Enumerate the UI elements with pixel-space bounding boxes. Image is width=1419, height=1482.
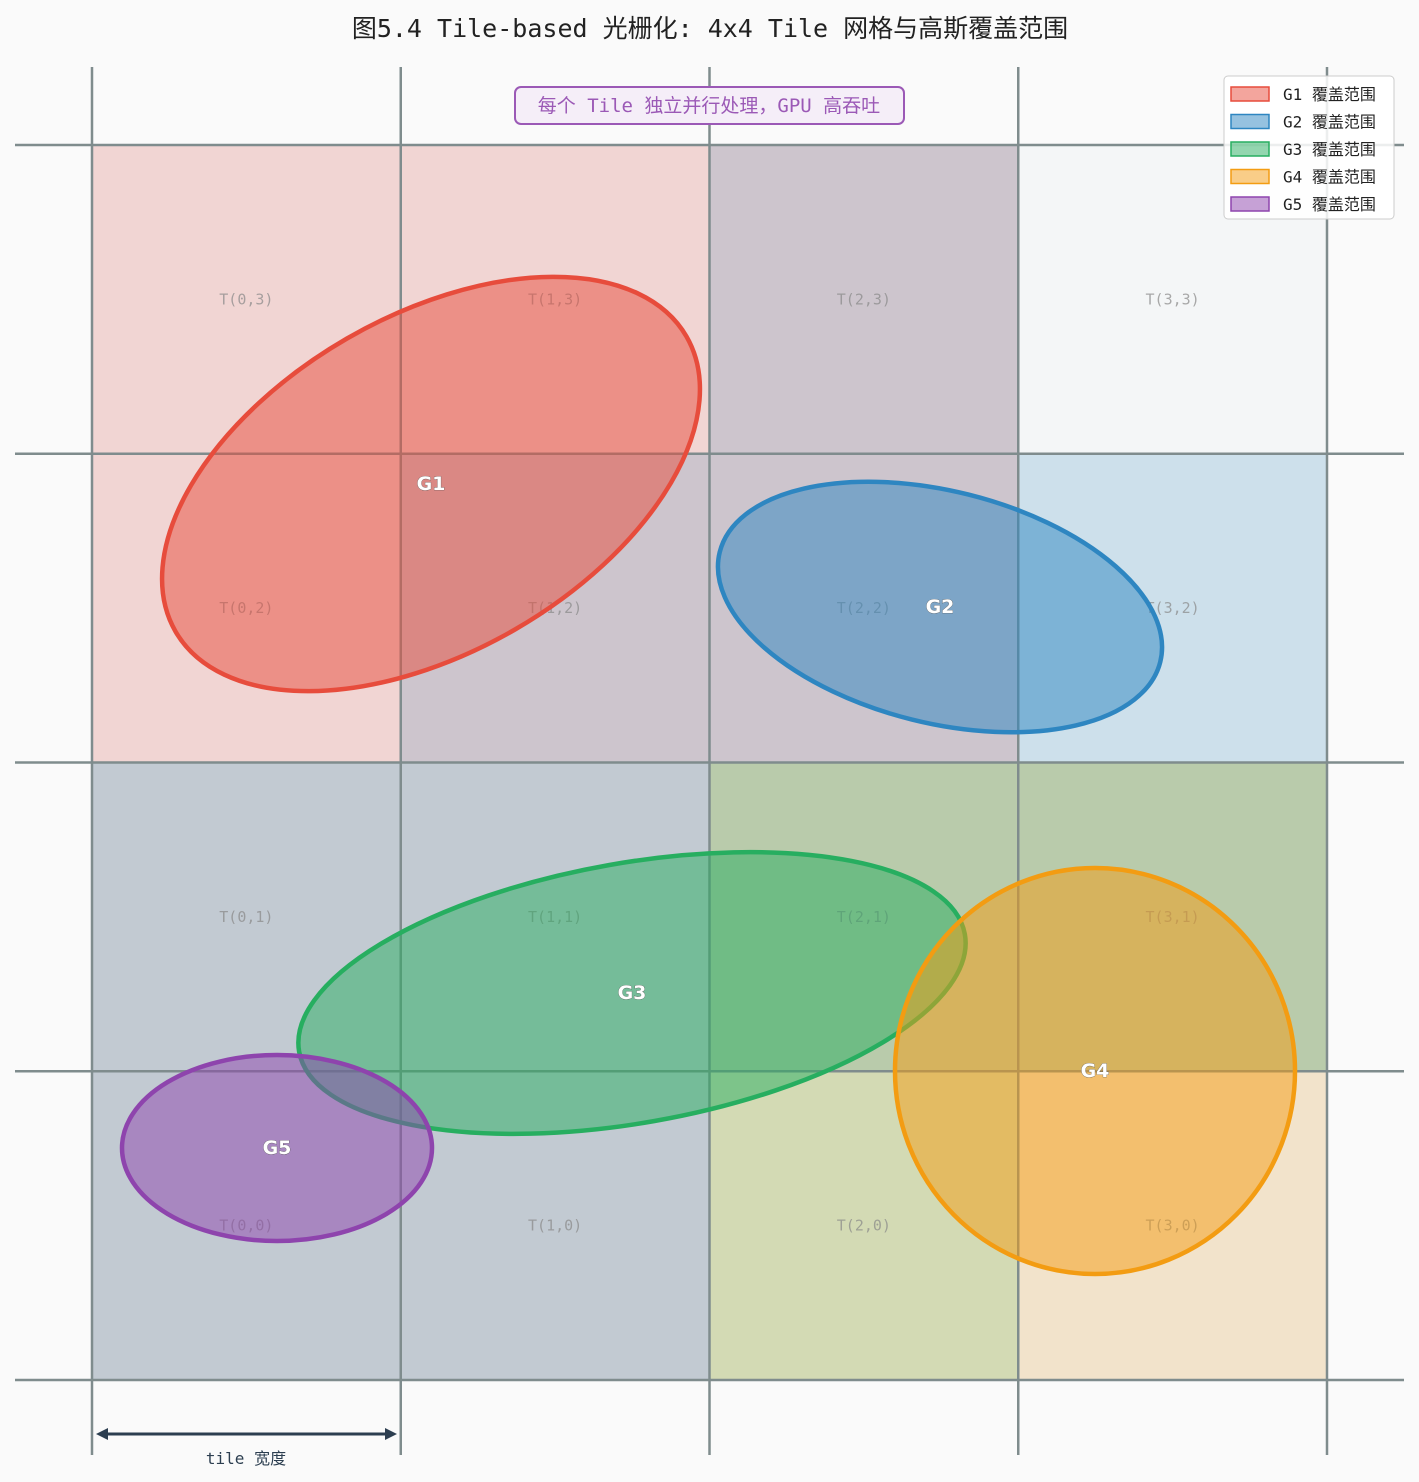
gaussian-label-g1: G1 (417, 473, 446, 495)
gaussian-ellipse-g4 (892, 865, 1298, 1277)
note-box: 每个 Tile 独立并行处理，GPU 高吞吐 (514, 86, 905, 125)
tile-label: T(2,3) (837, 290, 891, 308)
tile-cell (709, 145, 1019, 454)
legend-label-g1: G1 覆盖范围 (1283, 85, 1376, 104)
legend-label-g5: G5 覆盖范围 (1283, 195, 1376, 214)
legend-swatch-g5 (1230, 196, 1270, 212)
dimension-arrow-left-icon (96, 1428, 108, 1440)
diagram-title: 图5.4 Tile-based 光栅化: 4x4 Tile 网格与高斯覆盖范围 (352, 14, 1068, 43)
tile-label: T(0,1) (219, 908, 273, 926)
note-text: 每个 Tile 独立并行处理，GPU 高吞吐 (538, 95, 880, 117)
gaussian-label-g4: G4 (1081, 1060, 1110, 1082)
legend-label-g3: G3 覆盖范围 (1283, 140, 1376, 159)
tile-label: T(3,2) (1146, 599, 1200, 617)
legend-label-g2: G2 覆盖范围 (1283, 113, 1376, 132)
legend-swatch-g3 (1230, 141, 1270, 157)
legend-label-g4: G4 覆盖范围 (1283, 168, 1376, 187)
gaussian-labels: G1 G2 G3 G4 G5 (262, 473, 1110, 1160)
tile-label: T(0,3) (219, 290, 273, 308)
legend-swatch-g2 (1230, 113, 1270, 130)
legend-swatch-g1 (1230, 86, 1270, 102)
legend-swatch-g4 (1230, 168, 1270, 185)
tile-width-dimension: tile 宽度 (96, 1428, 397, 1468)
grid-lines (15, 67, 1404, 1455)
dimension-label: tile 宽度 (206, 1449, 286, 1468)
tile-label: T(3,3) (1146, 290, 1200, 308)
gaussian-ellipse-g5 (119, 1052, 435, 1244)
dimension-arrow-right-icon (385, 1428, 397, 1440)
gaussian-label-g2: G2 (926, 596, 955, 618)
gaussian-ellipses (119, 274, 1298, 1277)
gaussian-ellipse-g1 (159, 274, 703, 694)
tile-label: T(1,0) (528, 1217, 582, 1235)
gaussian-label-g3: G3 (618, 982, 647, 1004)
legend: G1 覆盖范围 G2 覆盖范围 G3 覆盖范围 G4 覆盖范围 G5 覆盖范围 (1223, 75, 1395, 220)
gaussian-label-g5: G5 (263, 1137, 292, 1159)
gaussian-ellipse-g2 (715, 479, 1165, 735)
tile-label: T(2,0) (837, 1217, 891, 1235)
